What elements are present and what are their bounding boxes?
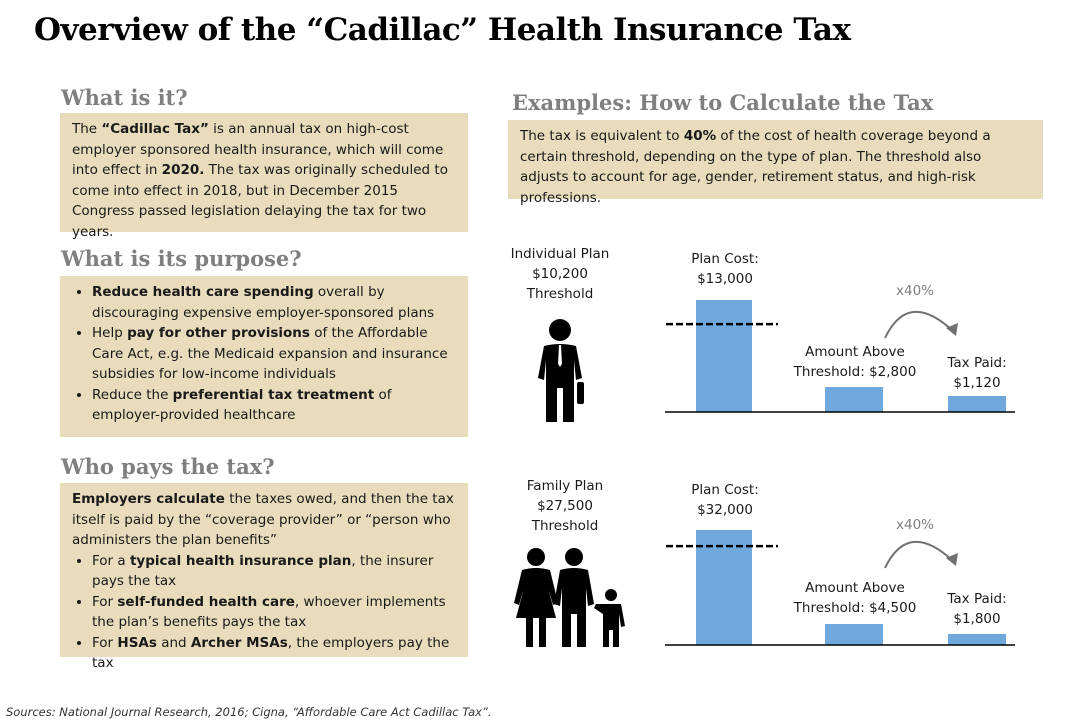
- text: “Cadillac Tax”: [101, 121, 209, 137]
- arrow-icon: [884, 541, 953, 569]
- list-item: For HSAs and Archer MSAs, the employers …: [92, 633, 456, 674]
- label: Plan Cost:: [691, 251, 759, 267]
- purpose-box: Reduce health care spending overall by d…: [60, 276, 468, 437]
- value-label: $2,800: [869, 364, 917, 380]
- chart-individual: [665, 300, 1015, 413]
- bar-plan-cost: [696, 300, 752, 412]
- bar-amount-above: [825, 387, 883, 412]
- multiplier-label: x40%: [896, 517, 934, 533]
- plan-label-family: Family Plan $27,500 Threshold: [526, 478, 604, 534]
- who-intro: Employers calculate the taxes owed, and …: [72, 491, 454, 548]
- businessman-icon: [538, 319, 584, 422]
- bar-amount-above: [825, 624, 883, 645]
- text: The tax was originally scheduled to come…: [72, 162, 448, 240]
- plan-label-individual: Individual Plan $10,200 Threshold: [510, 246, 610, 302]
- family-icon: [514, 548, 625, 647]
- list-item: For self-funded health care, whoever imp…: [92, 592, 456, 633]
- multiplier-label: x40%: [896, 283, 934, 299]
- value-label: $32,000: [697, 502, 753, 518]
- bar-tax-paid: [948, 396, 1006, 412]
- examples-heading: Examples: How to Calculate the Tax: [512, 90, 934, 115]
- label: Amount Above Threshold:: [793, 580, 905, 616]
- what-box: The “Cadillac Tax” is an annual tax on h…: [60, 113, 468, 240]
- bar-plan-cost: [696, 530, 752, 645]
- who-box: Employers calculate the taxes owed, and …: [60, 483, 468, 671]
- label: Amount Above Threshold:: [793, 344, 905, 380]
- text: is an annual tax on high-cost employer s…: [72, 121, 444, 178]
- page-title: Overview of the “Cadillac” Health Insura…: [34, 12, 851, 48]
- list-item: Reduce the preferential tax treatment of…: [92, 385, 456, 426]
- label: Tax Paid:: [947, 591, 1007, 607]
- label: Tax Paid:: [947, 355, 1007, 371]
- list-item: Reduce health care spending overall by d…: [92, 282, 456, 323]
- examples-box: The tax is equivalent to 40% of the cost…: [508, 120, 1043, 206]
- value-label: $1,120: [953, 375, 1001, 391]
- sources: Sources: National Journal Research, 2016…: [6, 705, 492, 719]
- chart-family: [665, 530, 1015, 646]
- text: The: [72, 121, 102, 137]
- text: 2020.: [161, 162, 205, 178]
- arrowhead-icon: [946, 323, 958, 336]
- label: Plan Cost:: [691, 482, 759, 498]
- arrowhead-icon: [946, 553, 958, 566]
- purpose-heading: What is its purpose?: [61, 246, 302, 271]
- who-heading: Who pays the tax?: [61, 454, 275, 479]
- value-label: $13,000: [697, 271, 753, 287]
- list-item: For a typical health insurance plan, the…: [92, 551, 456, 592]
- what-heading: What is it?: [61, 85, 188, 110]
- value-label: $1,800: [953, 611, 1001, 627]
- arrow-icon: [884, 311, 953, 339]
- list-item: Help pay for other provisions of the Aff…: [92, 323, 456, 385]
- value-label: $4,500: [869, 600, 917, 616]
- bar-tax-paid: [948, 634, 1006, 645]
